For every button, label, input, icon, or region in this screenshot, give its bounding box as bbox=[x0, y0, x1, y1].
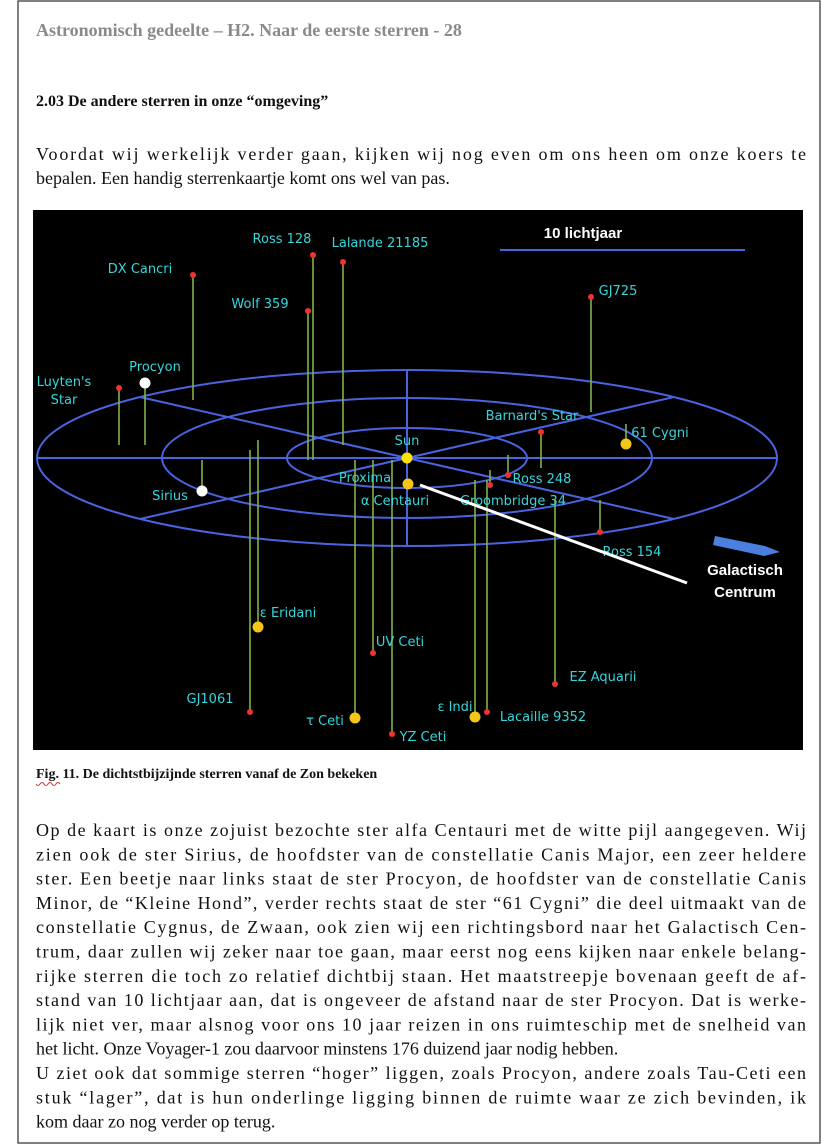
star-dot bbox=[340, 259, 346, 265]
alpha-centauri-arrow bbox=[419, 483, 688, 585]
star-label: DX Cancri bbox=[108, 262, 172, 277]
star-label: UV Ceti bbox=[376, 635, 424, 650]
star-dot bbox=[305, 308, 311, 314]
star-dot bbox=[349, 712, 361, 724]
star-dot bbox=[370, 650, 376, 656]
spell-underline bbox=[35, 782, 61, 786]
star-label: Ross 248 bbox=[513, 472, 572, 487]
figure-caption: Fig. 11. De dichtstbijzijnde sterren van… bbox=[36, 767, 377, 782]
running-header: Astronomisch gedeelte – H2. Naar de eers… bbox=[36, 20, 462, 40]
star-dot bbox=[247, 709, 253, 715]
star-label: Groombridge 34 bbox=[460, 494, 566, 509]
star-dot bbox=[310, 252, 316, 258]
text-line: bepalen. Een handig sterrenkaartje komt … bbox=[36, 168, 450, 188]
star-label: τ Ceti bbox=[306, 714, 344, 729]
stars: Ross 128 Lalande 21185 DX Cancri GJ725 Wolf … bbox=[37, 232, 689, 745]
star-label: 61 Cygni bbox=[631, 426, 689, 441]
star-label: Sirius bbox=[152, 489, 188, 504]
figure: Ross 128 Lalande 21185 DX Cancri GJ725 Wolf … bbox=[33, 210, 803, 750]
text-line: stand van 10 lichtjaar aan, dat is ongev… bbox=[36, 990, 806, 1010]
star-dot bbox=[116, 385, 122, 391]
text-line: rijke sterren die toch zo relatief dicht… bbox=[36, 966, 806, 986]
text-line: trum, daar zullen wij zeker naar toe gaa… bbox=[36, 942, 806, 962]
star-label: EZ Aquarii bbox=[570, 670, 637, 685]
text-line: Voordat wij werkelijk verder gaan, kijke… bbox=[36, 144, 806, 164]
section-heading: 2.03 De andere sterren in onze “omgeving… bbox=[36, 93, 328, 110]
star-label: Proxima bbox=[339, 471, 391, 486]
star-label: Luyten's bbox=[37, 375, 92, 390]
text-line: het licht. Onze Voyager-1 zou daarvoor m… bbox=[36, 1039, 618, 1059]
star-label: Ross 154 bbox=[603, 545, 662, 560]
star-label: Procyon bbox=[129, 360, 181, 375]
star-label: GJ725 bbox=[599, 284, 638, 299]
galactic-label: Galactisch bbox=[707, 562, 783, 579]
text-line: Minor, de “Kleine Hond”, verder rechts s… bbox=[36, 893, 806, 913]
star-dot bbox=[588, 294, 594, 300]
star-dot bbox=[190, 272, 196, 278]
galactic-plane bbox=[36, 369, 778, 547]
star-label: Barnard's Star bbox=[486, 409, 579, 424]
text-line: lijk niet ver, maar alsnog voor ons 10 j… bbox=[36, 1014, 806, 1034]
star-dot bbox=[552, 681, 558, 687]
star-dot bbox=[620, 438, 632, 450]
star-label: α Centauri bbox=[361, 494, 429, 509]
text-line: kom daar zo nog verder op terug. bbox=[36, 1112, 275, 1132]
star-label: GJ1061 bbox=[187, 692, 234, 707]
galactic-label: Centrum bbox=[714, 584, 776, 601]
text-line: zien ook de ster Sirius, de hoofdster va… bbox=[36, 844, 806, 864]
star-label: ε Eridani bbox=[260, 606, 316, 621]
intro-paragraph: Voordat wij werkelijk verder gaan, kijke… bbox=[36, 144, 806, 188]
star-dot bbox=[389, 731, 395, 737]
star-dot bbox=[139, 377, 151, 389]
star-dot bbox=[196, 485, 208, 497]
star-dot bbox=[469, 711, 481, 723]
text-line: Op de kaart is onze zojuist bezochte ste… bbox=[36, 820, 806, 840]
galactic-arrow bbox=[713, 536, 780, 556]
star-dot bbox=[402, 478, 414, 490]
star-label: Lalande 21185 bbox=[332, 236, 429, 251]
star-label: Sun bbox=[395, 434, 420, 449]
star-label: Wolf 359 bbox=[231, 297, 288, 312]
star-dot bbox=[401, 452, 413, 464]
star-label: ε Indi bbox=[437, 700, 472, 715]
star-dot bbox=[487, 482, 493, 488]
text-line: ster. Een beetje naar links staat de ste… bbox=[36, 869, 806, 889]
figure-background bbox=[33, 210, 803, 750]
star-dot bbox=[484, 709, 490, 715]
star-dot bbox=[505, 472, 511, 478]
scale-label: 10 lichtjaar bbox=[544, 225, 623, 242]
star-label: Lacaille 9352 bbox=[500, 710, 586, 725]
star-dot bbox=[252, 621, 264, 633]
star-dot bbox=[538, 429, 544, 435]
text-line: constellatie Cygnus, de Zwaan, ook zien … bbox=[36, 917, 806, 937]
star-label: YZ Ceti bbox=[399, 730, 447, 745]
star-label: Ross 128 bbox=[253, 232, 312, 247]
star-dot bbox=[597, 529, 603, 535]
star-label: Star bbox=[51, 393, 78, 408]
